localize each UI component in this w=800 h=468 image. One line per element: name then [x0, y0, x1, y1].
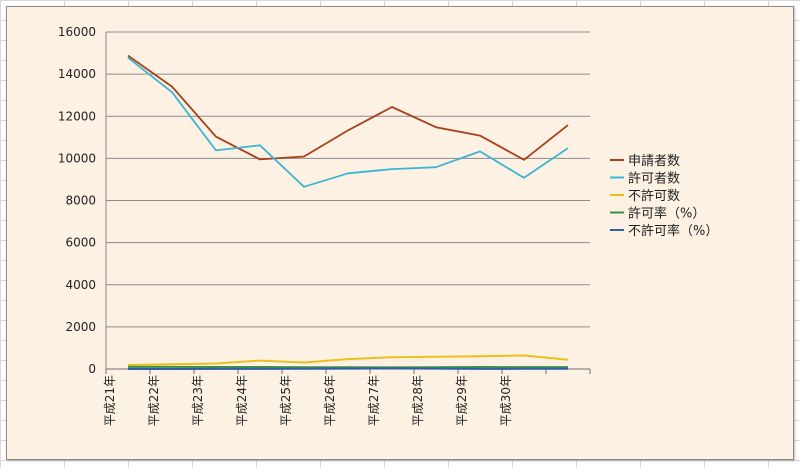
series-line[interactable] [127, 54, 569, 161]
y-tick-label: 4000 [65, 278, 96, 292]
legend-label: 申請者数 [628, 154, 680, 169]
x-tick-label: 平成27年 [367, 375, 381, 426]
series-line[interactable] [127, 56, 569, 188]
x-axis-ticks: 平成21年 平成22年 平成23年 平成24年 平成25年 平成26年 平成27年 平成28年… [103, 375, 513, 426]
series-line[interactable] [128, 367, 568, 370]
series-line[interactable] [128, 365, 568, 369]
y-tick-label: 14000 [58, 67, 96, 81]
x-tick-label: 平成25年 [279, 375, 293, 426]
legend-label: 許可者数 [628, 172, 680, 187]
y-tick-label: 16000 [58, 25, 96, 39]
y-tick-label: 10000 [58, 151, 96, 165]
gridlines [105, 31, 591, 374]
x-tick-label: 平成30年 [499, 375, 513, 426]
chart-area[interactable] [6, 6, 794, 460]
series-lines [127, 54, 569, 370]
x-tick-label: 平成21年 [103, 375, 117, 426]
x-tick-label: 平成26年 [323, 375, 337, 426]
y-tick-label: 2000 [65, 320, 96, 334]
y-tick-label: 12000 [58, 109, 96, 123]
y-tick-label: 8000 [65, 194, 96, 208]
legend-label: 不許可率（%） [628, 223, 718, 239]
y-tick-label: 0 [88, 362, 96, 376]
legend-label: 不許可数 [628, 189, 680, 204]
x-tick-label: 平成28年 [411, 375, 425, 426]
series-line[interactable] [127, 354, 569, 366]
x-tick-label: 平成23年 [191, 375, 205, 426]
y-axis-ticks: 0 2000 4000 6000 8000 10000 12000 14000 16000 [58, 25, 96, 376]
x-tick-label: 平成29年 [455, 375, 469, 426]
y-tick-label: 6000 [65, 236, 96, 250]
legend-label: 許可率（%） [628, 206, 705, 222]
x-tick-label: 平成22年 [147, 375, 161, 426]
x-tick-label: 平成24年 [235, 375, 249, 426]
